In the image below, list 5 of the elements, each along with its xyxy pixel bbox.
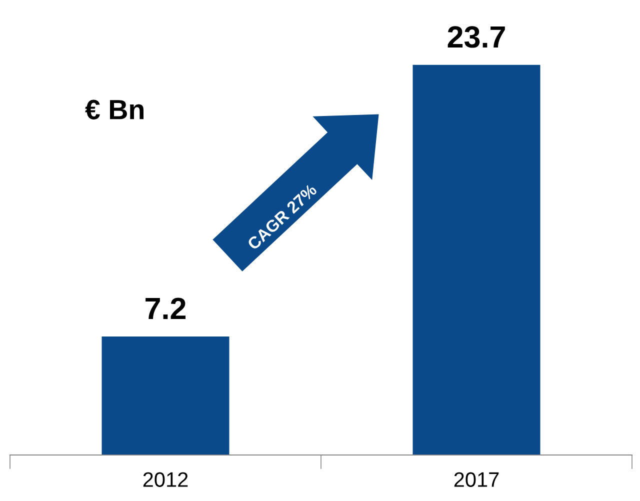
data-label: 23.7 — [448, 26, 505, 48]
x-tick-label: 2017 — [454, 472, 499, 487]
data-label: 7.2 — [146, 298, 186, 320]
y-axis-title: € Bn — [85, 100, 144, 120]
x-tick-label: 2012 — [143, 472, 188, 487]
